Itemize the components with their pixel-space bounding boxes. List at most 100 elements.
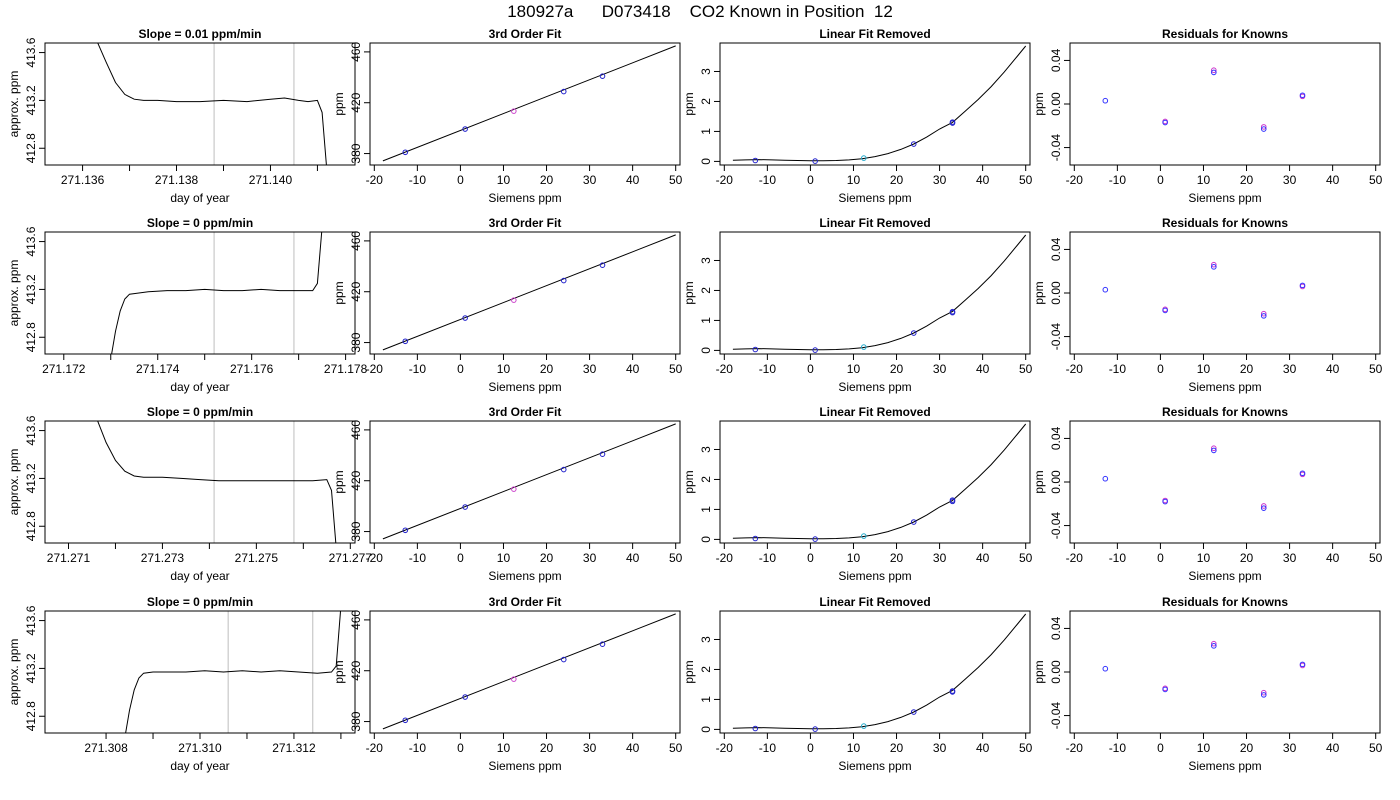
- trace-line: [111, 232, 323, 354]
- x-tick-label: -20: [1066, 551, 1084, 565]
- panel-title: 3rd Order Fit: [489, 216, 562, 230]
- x-tick-label: -10: [409, 173, 427, 187]
- panel-fit-4: 3rd Order Fit -20 -10 0 10 20 30 40 50 380 420 460 S…: [332, 595, 683, 773]
- panel-residuals-2: Residuals for Knowns -20 -10 0 10 20 30 40 50 -0.…: [1032, 216, 1383, 394]
- panel-linear_removed-1: Linear Fit Removed -20 -10 0 10 20 30 40 50 0 1 2 3 S…: [682, 27, 1033, 205]
- x-tick-label: 50: [669, 173, 683, 187]
- x-tick-label: 30: [933, 551, 947, 565]
- x-tick-label: 40: [1326, 741, 1340, 755]
- data-point: [560, 88, 567, 95]
- y-tick-label: 1: [699, 696, 713, 703]
- data-point: [1162, 307, 1168, 314]
- x-axis-label: Siemens ppm: [488, 569, 561, 583]
- y-tick-label: 413.6: [24, 37, 38, 67]
- panel-title: Residuals for Knowns: [1162, 27, 1288, 41]
- data-point: [599, 641, 606, 647]
- y-axis-label: ppm: [682, 281, 696, 304]
- x-tick-label: 30: [933, 362, 947, 376]
- y-tick-label: 0: [699, 347, 713, 354]
- x-axis-label: Siemens ppm: [1188, 569, 1261, 583]
- data-point: [812, 347, 818, 353]
- data-point: [1260, 124, 1267, 130]
- data-point: [1260, 692, 1267, 698]
- panel-residuals-4: Residuals for Knowns -20 -10 0 10 20 30 40 50 -0.…: [1032, 595, 1383, 773]
- x-tick-label: 271.136: [61, 173, 105, 187]
- x-tick-label: -10: [1109, 551, 1127, 565]
- x-tick-label: 271.275: [235, 551, 279, 565]
- data-point: [1162, 498, 1168, 505]
- y-tick-label: 380: [349, 521, 363, 541]
- x-tick-label: -10: [759, 362, 777, 376]
- x-axis-label: Siemens ppm: [488, 191, 561, 205]
- x-tick-label: 271.273: [141, 551, 185, 565]
- data-point: [462, 694, 468, 700]
- x-tick-label: 50: [1019, 362, 1033, 376]
- y-tick-label: 0: [699, 726, 713, 733]
- data-point: [1299, 92, 1306, 99]
- data-point: [560, 466, 567, 473]
- data-point: [599, 73, 606, 79]
- data-point: [910, 709, 917, 715]
- x-tick-label: 10: [847, 362, 861, 376]
- data-point: [402, 527, 409, 534]
- y-tick-label: 0.00: [1049, 470, 1063, 494]
- x-tick-label: 271.138: [155, 173, 199, 187]
- data-layer: [125, 611, 342, 733]
- x-axis-label: day of year: [170, 569, 229, 583]
- panel-trace-3: Slope = 0 ppm/min 271.271 271.273 271.275 27…: [7, 405, 372, 583]
- x-tick-label: 40: [626, 741, 640, 755]
- panel-title: 3rd Order Fit: [489, 595, 562, 609]
- x-tick-label: 20: [890, 741, 904, 755]
- data-point: [511, 676, 517, 682]
- x-tick-label: 0: [1157, 551, 1164, 565]
- data-point: [599, 262, 606, 268]
- y-tick-label: 0.04: [1049, 237, 1063, 261]
- panel-fit-3: 3rd Order Fit -20 -10 0 10 20 30 40 50 380 420 460 S…: [332, 405, 683, 583]
- data-layer: [382, 423, 676, 540]
- x-tick-label: -10: [759, 551, 777, 565]
- data-point: [1260, 505, 1267, 511]
- y-tick-label: 0.04: [1049, 426, 1063, 450]
- x-tick-label: 40: [976, 741, 990, 755]
- y-tick-label: 0.00: [1049, 92, 1063, 116]
- data-point: [1260, 503, 1267, 509]
- x-tick-label: 271.172: [42, 362, 86, 376]
- y-axis-label: ppm: [332, 470, 346, 493]
- y-tick-label: 413.2: [24, 274, 38, 304]
- x-axis-label: Siemens ppm: [488, 380, 561, 394]
- panel-fit-1: 3rd Order Fit -20 -10 0 10 20 30 40 50 380 420 460 S…: [332, 27, 683, 205]
- y-tick-label: 0.04: [1049, 616, 1063, 640]
- y-tick-label: 0.00: [1049, 281, 1063, 305]
- y-axis-label: approx. ppm: [7, 639, 21, 706]
- data-layer: [732, 613, 1027, 732]
- x-tick-label: 50: [1369, 551, 1383, 565]
- y-tick-label: 460: [349, 420, 363, 440]
- data-point: [402, 149, 409, 156]
- y-tick-label: 412.8: [24, 511, 38, 541]
- data-point: [949, 308, 956, 315]
- y-tick-label: -0.04: [1049, 702, 1063, 730]
- data-point: [1102, 286, 1109, 293]
- data-point: [910, 519, 917, 525]
- x-tick-label: -10: [759, 173, 777, 187]
- x-tick-label: 10: [1197, 741, 1211, 755]
- data-point: [949, 119, 956, 125]
- panel-title: 3rd Order Fit: [489, 27, 562, 41]
- y-tick-label: 3: [699, 446, 713, 453]
- x-tick-label: -20: [1066, 362, 1084, 376]
- x-tick-label: 50: [1019, 173, 1033, 187]
- x-tick-label: 40: [1326, 551, 1340, 565]
- plot-frame: [44, 231, 356, 355]
- data-point: [1102, 475, 1109, 482]
- y-tick-label: 3: [699, 68, 713, 75]
- plot-frame: [44, 610, 356, 734]
- y-tick-label: -0.04: [1049, 512, 1063, 540]
- data-point: [511, 297, 517, 303]
- x-tick-label: 30: [1283, 362, 1297, 376]
- y-tick-label: 0: [699, 536, 713, 543]
- x-axis-label: Siemens ppm: [1188, 759, 1261, 773]
- y-axis-label: ppm: [332, 92, 346, 115]
- plot-frame: [719, 610, 1031, 734]
- x-tick-label: -20: [1066, 741, 1084, 755]
- data-layer: [382, 613, 676, 730]
